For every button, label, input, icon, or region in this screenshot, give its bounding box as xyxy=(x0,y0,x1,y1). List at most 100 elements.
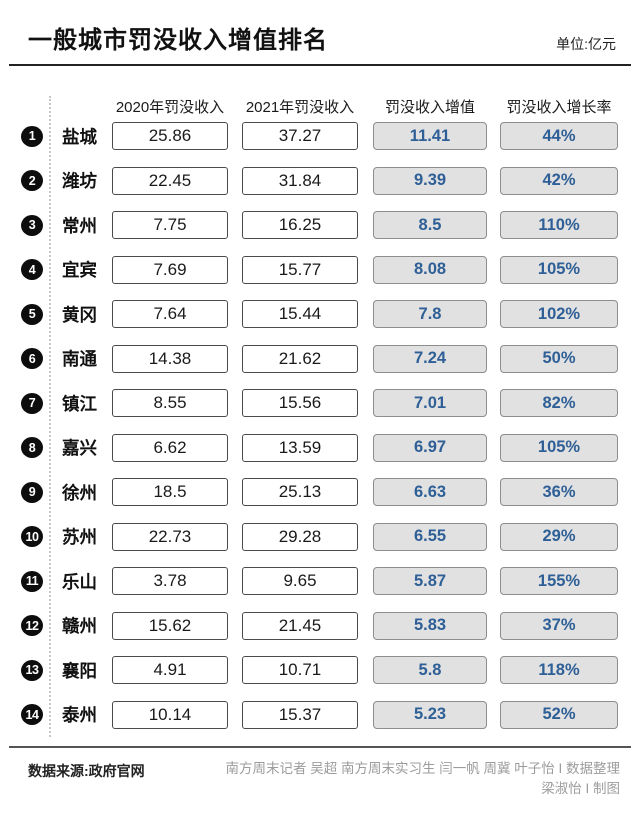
rank-badge: 10 xyxy=(21,526,43,547)
growth-rate-cell: 50% xyxy=(500,344,618,373)
growth-rate-cell: 118% xyxy=(500,656,618,684)
city-name: 徐州 xyxy=(62,482,97,503)
page-title: 一般城市罚没收入增值排名 xyxy=(28,27,328,54)
table-row: 1 盐城 25.86 37.27 11.41 44% xyxy=(0,122,640,150)
page-footer: 数据来源:政府官网 南方周末记者 吴超 南方周末实习生 闫一帆 周冀 叶子怡 I… xyxy=(0,748,640,799)
value-2020-cell: 18.5 xyxy=(112,478,228,506)
increase-value-cell: 7.8 xyxy=(373,300,487,328)
dotted-divider xyxy=(49,96,51,737)
unit-label: 单位:亿元 xyxy=(556,36,616,52)
table-row: 13 襄阳 4.91 10.71 5.8 118% xyxy=(0,656,640,684)
increase-value-cell: 5.83 xyxy=(373,611,487,640)
value-2021-cell: 13.59 xyxy=(242,433,358,462)
increase-value-cell: 7.24 xyxy=(373,344,487,373)
rank-badge: 5 xyxy=(21,303,43,325)
growth-rate-cell: 110% xyxy=(500,211,618,239)
growth-rate-cell: 105% xyxy=(500,433,618,462)
ranking-table: 2020年罚没收入 2021年罚没收入 罚没收入增值 罚没收入增长率 1 盐城 … xyxy=(0,96,640,737)
column-header-row: 2020年罚没收入 2021年罚没收入 罚没收入增值 罚没收入增长率 xyxy=(0,96,640,117)
value-2020-cell: 8.55 xyxy=(112,389,228,417)
rank-badge: 14 xyxy=(21,704,43,725)
value-2020-cell: 22.45 xyxy=(112,166,228,195)
value-2020-cell: 6.62 xyxy=(112,433,228,462)
value-2020-cell: 7.64 xyxy=(112,300,228,328)
increase-value-cell: 7.01 xyxy=(373,389,487,417)
city-name: 盐城 xyxy=(62,126,97,147)
value-2020-cell: 4.91 xyxy=(112,656,228,684)
increase-value-cell: 9.39 xyxy=(373,166,487,195)
growth-rate-cell: 44% xyxy=(500,122,618,150)
increase-value-cell: 6.63 xyxy=(373,478,487,506)
rank-badge: 4 xyxy=(21,259,43,280)
value-2021-cell: 29.28 xyxy=(242,522,358,551)
growth-rate-cell: 155% xyxy=(500,567,618,595)
value-2020-cell: 7.69 xyxy=(112,255,228,284)
rank-badge: 1 xyxy=(21,125,43,147)
growth-rate-cell: 29% xyxy=(500,522,618,551)
rank-badge: 3 xyxy=(21,214,43,236)
value-2021-cell: 21.62 xyxy=(242,344,358,373)
column-header-2021: 2021年罚没收入 xyxy=(245,99,355,116)
increase-value-cell: 5.23 xyxy=(373,700,487,729)
city-name: 黄冈 xyxy=(62,304,97,325)
value-2021-cell: 9.65 xyxy=(242,567,358,595)
value-2021-cell: 15.56 xyxy=(242,389,358,417)
value-2020-cell: 10.14 xyxy=(112,700,228,729)
value-2021-cell: 15.44 xyxy=(242,300,358,328)
rank-badge: 9 xyxy=(21,481,43,503)
column-header-increase: 罚没收入增值 xyxy=(384,99,475,116)
bottom-divider xyxy=(9,745,631,748)
table-row: 5 黄冈 7.64 15.44 7.8 102% xyxy=(0,300,640,328)
rank-badge: 2 xyxy=(21,170,43,191)
increase-value-cell: 11.41 xyxy=(373,122,487,150)
value-2021-cell: 10.71 xyxy=(242,656,358,684)
increase-value-cell: 8.5 xyxy=(373,211,487,239)
growth-rate-cell: 52% xyxy=(500,700,618,729)
city-name: 潍坊 xyxy=(62,171,97,191)
value-2021-cell: 37.27 xyxy=(242,122,358,150)
value-2020-cell: 3.78 xyxy=(112,567,228,595)
growth-rate-cell: 42% xyxy=(500,166,618,195)
growth-rate-cell: 37% xyxy=(500,611,618,640)
rank-badge: 8 xyxy=(21,437,43,458)
rank-badge: 6 xyxy=(21,348,43,369)
increase-value-cell: 8.08 xyxy=(373,255,487,284)
value-2020-cell: 25.86 xyxy=(112,122,228,150)
city-name: 镇江 xyxy=(62,393,97,414)
table-row: 14 泰州 10.14 15.37 5.23 52% xyxy=(0,700,640,729)
column-header-2020: 2020年罚没收入 xyxy=(115,99,225,116)
table-row: 11 乐山 3.78 9.65 5.87 155% xyxy=(0,567,640,595)
city-name: 常州 xyxy=(62,215,97,236)
table-row: 3 常州 7.75 16.25 8.5 110% xyxy=(0,211,640,239)
growth-rate-cell: 102% xyxy=(500,300,618,328)
table-row: 6 南通 14.38 21.62 7.24 50% xyxy=(0,344,640,373)
value-2020-cell: 22.73 xyxy=(112,522,228,551)
data-source-label: 数据来源:政府官网 xyxy=(28,762,145,779)
city-name: 赣州 xyxy=(62,616,97,636)
value-2021-cell: 15.77 xyxy=(242,255,358,284)
value-2021-cell: 21.45 xyxy=(242,611,358,640)
value-2020-cell: 7.75 xyxy=(112,211,228,239)
rank-badge: 12 xyxy=(21,615,43,636)
table-row: 4 宜宾 7.69 15.77 8.08 105% xyxy=(0,255,640,284)
city-name: 南通 xyxy=(62,349,97,369)
credits-line-1: 南方周末记者 吴超 南方周末实习生 闫一帆 周冀 叶子怡 I 数据整理 xyxy=(225,760,620,776)
credits: 南方周末记者 吴超 南方周末实习生 闫一帆 周冀 叶子怡 I 数据整理 梁淑怡 … xyxy=(225,759,620,799)
table-row: 9 徐州 18.5 25.13 6.63 36% xyxy=(0,478,640,506)
increase-value-cell: 5.8 xyxy=(373,656,487,684)
city-name: 襄阳 xyxy=(62,660,97,681)
value-2021-cell: 15.37 xyxy=(242,700,358,729)
city-name: 嘉兴 xyxy=(62,438,97,458)
table-row: 8 嘉兴 6.62 13.59 6.97 105% xyxy=(0,433,640,462)
credits-line-2: 梁淑怡 I 制图 xyxy=(541,780,620,796)
city-name: 泰州 xyxy=(62,705,97,725)
page-header: 一般城市罚没收入增值排名 单位:亿元 xyxy=(0,0,640,57)
growth-rate-cell: 82% xyxy=(500,389,618,417)
table-row: 2 潍坊 22.45 31.84 9.39 42% xyxy=(0,166,640,195)
increase-value-cell: 6.55 xyxy=(373,522,487,551)
increase-value-cell: 6.97 xyxy=(373,433,487,462)
city-name: 乐山 xyxy=(62,571,97,592)
table-row: 10 苏州 22.73 29.28 6.55 29% xyxy=(0,522,640,551)
rank-badge: 13 xyxy=(21,659,43,681)
